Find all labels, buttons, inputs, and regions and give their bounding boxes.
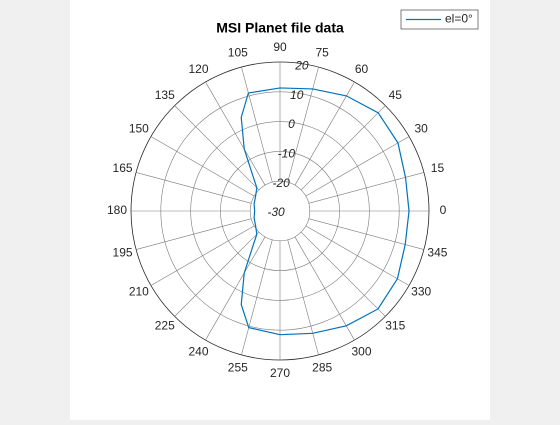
- r-tick-label: 20: [294, 58, 309, 72]
- theta-tick-label: 105: [228, 46, 248, 60]
- theta-tick-label: 90: [273, 40, 287, 54]
- spoke: [294, 236, 355, 341]
- r-tick-label: -20: [273, 176, 291, 190]
- theta-tick-label: 330: [411, 285, 431, 299]
- spoke: [150, 136, 255, 197]
- theta-tick-label: 30: [414, 122, 428, 136]
- spoke: [205, 236, 266, 341]
- theta-tick-label: 150: [129, 122, 149, 136]
- spoke: [308, 172, 425, 204]
- theta-tick-label: 75: [316, 46, 330, 60]
- spoke: [205, 81, 266, 186]
- r-tick-label: -10: [278, 146, 296, 160]
- r-tick-label: -30: [267, 205, 285, 219]
- spoke: [241, 66, 273, 183]
- legend-label: el=0°: [445, 12, 473, 26]
- theta-tick-label: 345: [427, 245, 447, 259]
- spoke: [150, 225, 255, 286]
- spoke: [174, 231, 260, 317]
- theta-tick-label: 15: [431, 161, 445, 175]
- theta-tick-label: 195: [113, 245, 133, 259]
- theta-tick-label: 165: [113, 161, 133, 175]
- theta-tick-label: 300: [351, 344, 371, 358]
- theta-tick-label: 225: [155, 318, 175, 332]
- theta-tick-label: 240: [188, 344, 208, 358]
- spoke: [241, 239, 273, 356]
- spoke: [287, 239, 319, 356]
- spoke: [305, 225, 410, 286]
- spoke: [305, 136, 410, 197]
- spoke: [135, 218, 252, 250]
- theta-tick-label: 210: [129, 285, 149, 299]
- theta-tick-label: 45: [389, 88, 403, 102]
- spoke: [294, 81, 355, 186]
- r-tick-label: 10: [290, 88, 304, 102]
- theta-tick-label: 120: [188, 62, 208, 76]
- spoke: [174, 105, 260, 191]
- theta-tick-label: 135: [155, 88, 175, 102]
- series-line: [240, 87, 410, 336]
- theta-tick-label: 270: [270, 366, 290, 380]
- spoke: [300, 231, 386, 317]
- spoke: [287, 66, 319, 183]
- chart-title: MSI Planet file data: [216, 20, 344, 36]
- theta-tick-label: 285: [312, 361, 332, 375]
- theta-tick-label: 315: [385, 318, 405, 332]
- spoke: [300, 105, 386, 191]
- theta-tick-label: 180: [107, 203, 127, 217]
- theta-tick-label: 60: [355, 62, 369, 76]
- spoke: [135, 172, 252, 204]
- r-tick-label: 0: [288, 117, 295, 131]
- theta-tick-label: 255: [228, 361, 248, 375]
- theta-tick-label: 0: [440, 203, 447, 217]
- legend: el=0°: [400, 9, 479, 30]
